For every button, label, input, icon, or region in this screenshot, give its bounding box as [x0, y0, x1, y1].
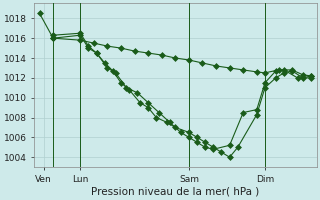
X-axis label: Pression niveau de la mer( hPa ): Pression niveau de la mer( hPa ): [91, 187, 260, 197]
